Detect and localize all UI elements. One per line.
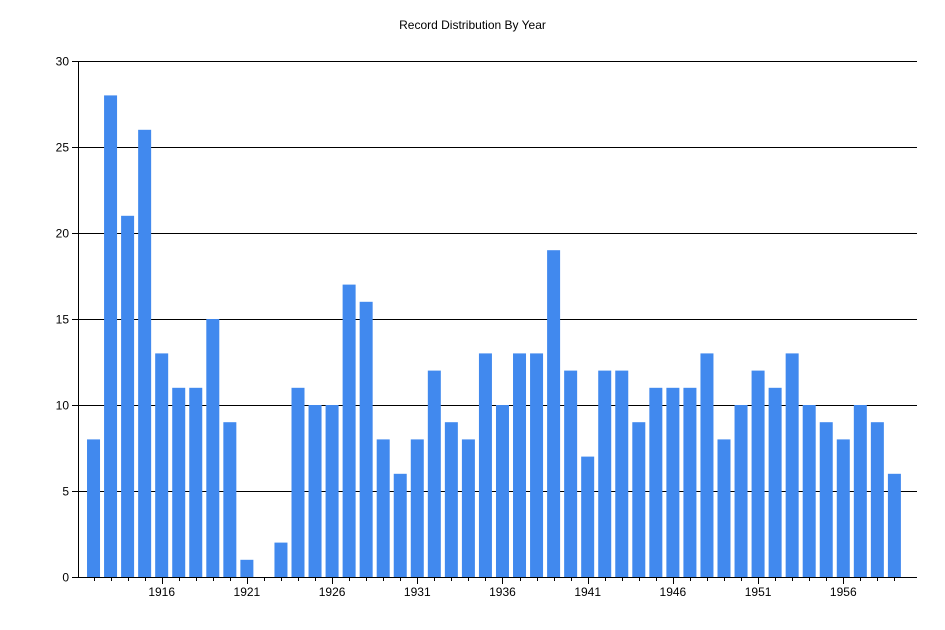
y-tick-label: 0 <box>62 571 69 585</box>
bar-1944 <box>632 422 646 577</box>
chart-title: Record Distribution By Year <box>399 18 546 32</box>
x-tick-label: 1946 <box>660 585 687 599</box>
x-tick-label: 1921 <box>234 585 261 599</box>
bar-1913 <box>104 95 118 578</box>
x-tick-label: 1956 <box>830 585 857 599</box>
bar-1930 <box>393 473 407 577</box>
bar-1956 <box>836 439 850 577</box>
bar-1951 <box>751 370 765 577</box>
bar-1936 <box>495 405 509 577</box>
bar-1949 <box>717 439 731 577</box>
x-tick-label: 1951 <box>745 585 772 599</box>
bar-1952 <box>768 387 782 577</box>
y-tick-label: 25 <box>56 141 70 155</box>
bar-1934 <box>461 439 475 577</box>
y-tick-label: 10 <box>56 399 70 413</box>
bar-1915 <box>138 129 152 578</box>
bar-1946 <box>666 387 680 577</box>
tick-labels: 0 5 10 15 20 25 30 1916 1921 1926 1931 1936 1941 1946… <box>56 55 857 600</box>
bar-1937 <box>513 353 527 577</box>
bar-1931 <box>410 439 424 577</box>
bars <box>87 95 901 578</box>
axes <box>72 61 917 584</box>
x-tick-label: 1926 <box>319 585 346 599</box>
bar-1948 <box>700 353 714 577</box>
bar-1914 <box>121 215 135 578</box>
bar-1945 <box>649 387 663 577</box>
bar-1950 <box>734 405 748 577</box>
x-tick-label: 1941 <box>574 585 601 599</box>
bar-1926 <box>325 405 339 577</box>
bar-1920 <box>223 422 237 577</box>
bar-1932 <box>427 370 441 577</box>
bar-1938 <box>530 353 544 577</box>
bar-1924 <box>291 387 305 577</box>
x-tick-label: 1916 <box>148 585 175 599</box>
bar-1942 <box>598 370 612 577</box>
bar-1954 <box>802 405 816 577</box>
bar-1943 <box>615 370 629 577</box>
x-tick-label: 1936 <box>489 585 516 599</box>
bar-1919 <box>206 319 220 577</box>
bar-1912 <box>87 439 101 577</box>
bar-1947 <box>683 387 697 577</box>
bar-1917 <box>172 387 186 577</box>
y-tick-label: 5 <box>62 485 69 499</box>
bar-1918 <box>189 387 203 577</box>
bar-1928 <box>359 301 373 577</box>
bar-1941 <box>581 456 595 577</box>
bar-1959 <box>887 473 901 577</box>
bar-1929 <box>376 439 390 577</box>
bar-1935 <box>478 353 492 577</box>
bar-1923 <box>274 542 288 577</box>
y-tick-label: 20 <box>56 227 70 241</box>
bar-1957 <box>853 405 867 577</box>
bar-1921 <box>240 559 254 577</box>
bar-1925 <box>308 405 322 577</box>
bar-1939 <box>547 250 561 577</box>
bar-1933 <box>444 422 458 577</box>
bar-1916 <box>155 353 169 577</box>
y-tick-label: 15 <box>56 313 70 327</box>
bar-1953 <box>785 353 799 577</box>
bar-1940 <box>564 370 578 577</box>
bar-1958 <box>870 422 884 577</box>
y-tick-label: 30 <box>56 55 70 69</box>
x-tick-label: 1931 <box>404 585 431 599</box>
bar-1927 <box>342 284 356 577</box>
bar-1955 <box>819 422 833 577</box>
